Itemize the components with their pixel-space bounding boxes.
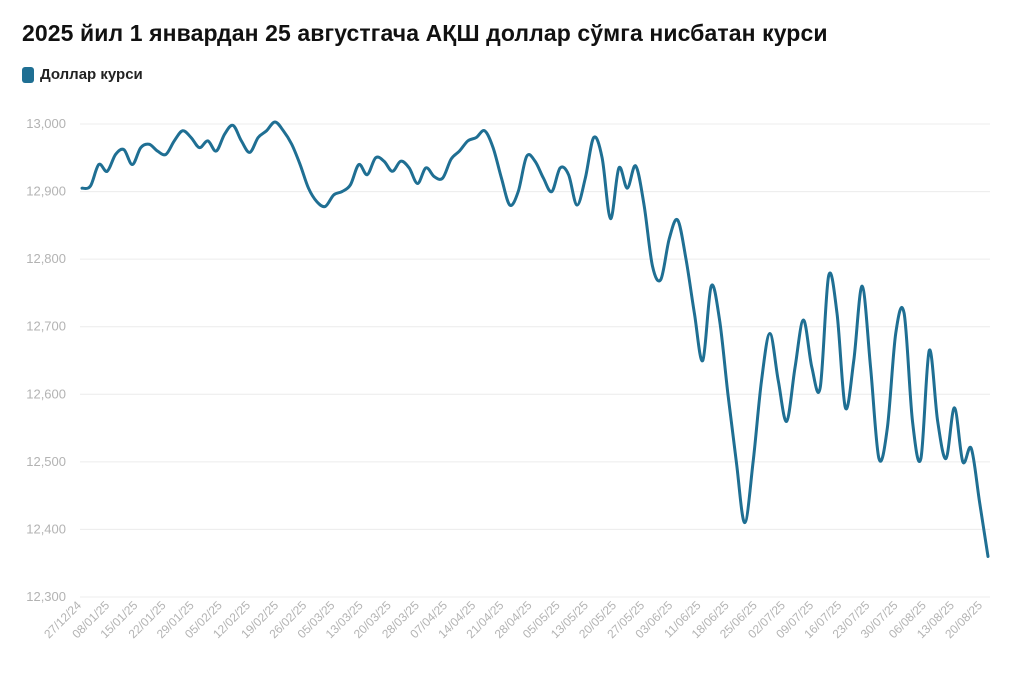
y-axis-ticks: 12,300 12,400 12,500 12,600 12,700 12,800 12,9… bbox=[26, 116, 66, 604]
y-tick-label: 12,600 bbox=[26, 386, 66, 401]
legend-swatch bbox=[22, 66, 34, 83]
x-axis-ticks: 27/12/2408/01/2515/01/2522/01/2529/01/25… bbox=[41, 598, 985, 641]
series-line-dollar-rate bbox=[80, 120, 990, 558]
y-tick-label: 12,400 bbox=[26, 521, 66, 536]
y-tick-label: 12,900 bbox=[26, 184, 66, 199]
y-tick-label: 13,000 bbox=[26, 116, 66, 131]
chart-title: 2025 йил 1 январдан 25 августгача АҚШ до… bbox=[22, 20, 828, 46]
y-tick-label: 12,800 bbox=[26, 251, 66, 266]
y-tick-label: 12,700 bbox=[26, 319, 66, 334]
y-tick-label: 12,500 bbox=[26, 454, 66, 469]
legend: Доллар курси bbox=[22, 66, 143, 83]
legend-label: Доллар курси bbox=[40, 66, 143, 83]
y-tick-label: 12,300 bbox=[26, 589, 66, 604]
